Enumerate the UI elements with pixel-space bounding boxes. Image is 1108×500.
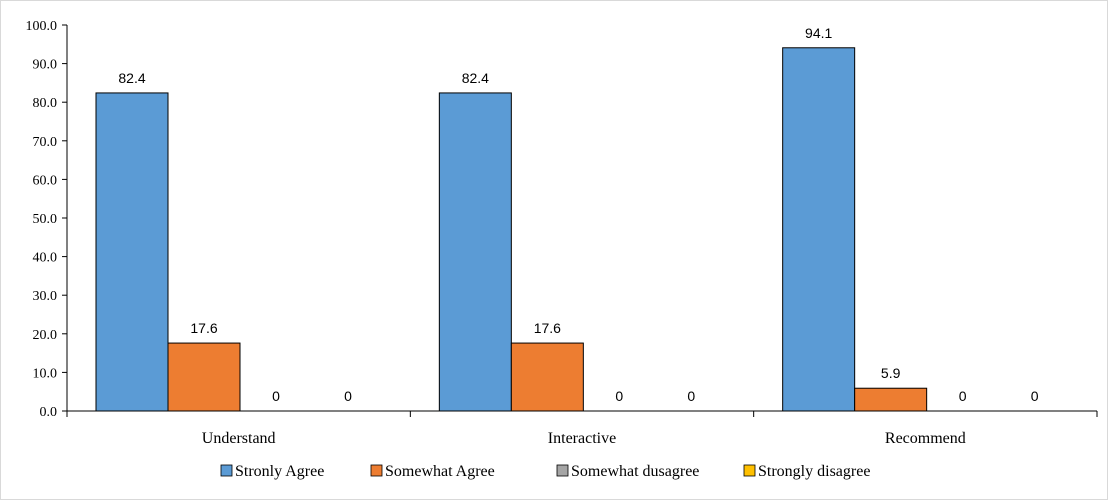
data-labels: 82.4 17.6 0 0 82.4 17.6 0 0 94.1 5.9 0 0 (118, 25, 1038, 404)
y-tick-label: 30.0 (33, 289, 58, 304)
y-tick-label: 80.0 (33, 96, 58, 111)
y-tick-label: 60.0 (33, 173, 58, 188)
data-label: 0 (687, 388, 695, 404)
legend: Stronly Agree Somewhat Agree Somewhat dusa… (220, 463, 870, 480)
legend-swatch (370, 464, 383, 477)
bar-somewhat-agree-interactive (510, 342, 584, 412)
bars (95, 47, 928, 412)
data-label: 82.4 (462, 70, 489, 86)
x-axis: Understand Interactive Recommend (66, 410, 1098, 447)
legend-swatch (556, 464, 569, 477)
y-tick-label: 90.0 (33, 58, 58, 73)
legend-label: Somewhat Agree (385, 463, 495, 480)
y-tick-label: 70.0 (33, 135, 58, 150)
legend-swatch (220, 464, 233, 477)
data-label: 0 (344, 388, 352, 404)
x-category-label: Recommend (885, 430, 966, 447)
legend-label: Strongly disagree (758, 463, 870, 480)
legend-label: Somewhat dusagree (571, 463, 699, 480)
data-label: 0 (615, 388, 623, 404)
bar-stronly-agree-recommend (782, 47, 856, 412)
legend-label: Stronly Agree (235, 463, 324, 480)
y-axis: 0.0 10.0 20.0 30.0 40.0 50.0 60.0 70.0 80.0 90.0 1… (26, 19, 68, 420)
data-label: 5.9 (881, 365, 901, 381)
data-label: 17.6 (534, 320, 561, 336)
bar-stronly-agree-understand (95, 92, 169, 412)
data-label: 0 (959, 388, 967, 404)
data-label: 17.6 (190, 320, 217, 336)
y-tick-label: 20.0 (33, 328, 58, 343)
y-tick-label: 10.0 (33, 366, 58, 381)
bar-stronly-agree-interactive (438, 92, 512, 412)
bar-somewhat-agree-understand (167, 342, 241, 412)
legend-swatch (743, 464, 756, 477)
data-label: 0 (272, 388, 280, 404)
y-tick-label: 100.0 (26, 19, 58, 34)
data-label: 82.4 (118, 70, 145, 86)
y-tick-label: 0.0 (40, 405, 58, 420)
x-category-label: Understand (202, 430, 276, 447)
y-tick-label: 40.0 (33, 251, 58, 266)
data-label: 0 (1031, 388, 1039, 404)
x-category-label: Interactive (548, 430, 616, 447)
bar-somewhat-agree-recommend (854, 387, 928, 412)
data-label: 94.1 (805, 25, 832, 41)
y-tick-label: 50.0 (33, 212, 58, 227)
